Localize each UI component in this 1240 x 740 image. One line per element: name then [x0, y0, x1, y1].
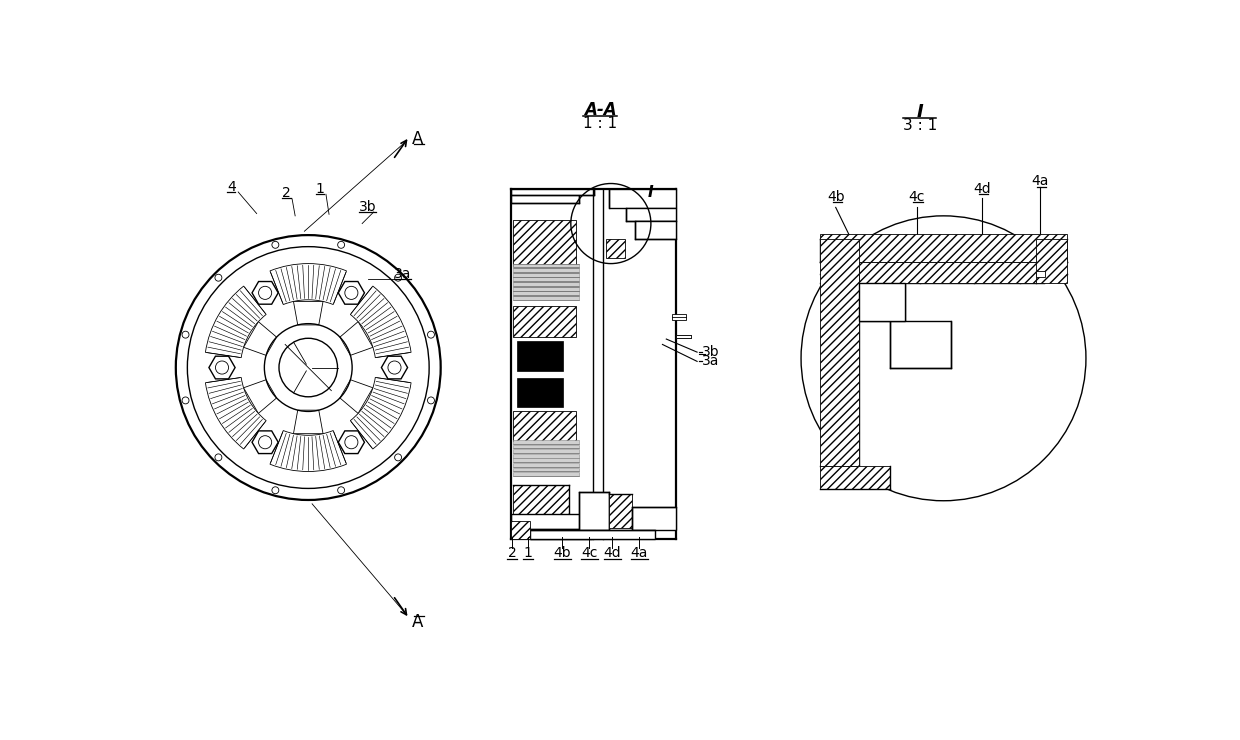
Bar — [513, 306, 577, 337]
Bar — [513, 286, 579, 291]
Text: I: I — [649, 185, 653, 201]
Text: 3b: 3b — [702, 345, 719, 359]
Text: 3a: 3a — [394, 266, 412, 280]
Text: 1: 1 — [315, 182, 324, 196]
Bar — [676, 335, 691, 338]
Text: 2: 2 — [508, 546, 517, 560]
Polygon shape — [252, 431, 278, 454]
Bar — [511, 514, 588, 529]
Bar — [632, 507, 676, 530]
Polygon shape — [339, 431, 365, 454]
Text: 4b: 4b — [827, 189, 844, 204]
Bar — [1035, 271, 1045, 277]
Bar — [513, 445, 579, 448]
Polygon shape — [294, 301, 324, 325]
Bar — [672, 314, 686, 320]
Text: 3a: 3a — [702, 354, 719, 369]
Bar — [513, 273, 579, 277]
Polygon shape — [340, 322, 373, 355]
Bar — [859, 262, 1044, 283]
Bar — [517, 340, 563, 371]
Text: 3 : 1: 3 : 1 — [903, 118, 937, 133]
Bar — [889, 321, 951, 368]
Text: A-A: A-A — [584, 101, 616, 119]
Bar — [609, 494, 632, 528]
Polygon shape — [208, 356, 236, 379]
Bar — [529, 530, 591, 539]
Bar — [511, 189, 579, 203]
Polygon shape — [294, 410, 324, 434]
Text: 3b: 3b — [358, 200, 377, 214]
Bar — [513, 263, 579, 267]
Bar — [635, 221, 676, 239]
Bar — [513, 454, 579, 457]
Text: 4c: 4c — [909, 189, 925, 204]
Text: 4b: 4b — [553, 546, 572, 560]
Bar — [513, 468, 579, 471]
Bar — [513, 485, 568, 514]
Bar — [513, 220, 577, 266]
Bar — [821, 239, 859, 466]
Bar — [1035, 239, 1066, 283]
Bar — [513, 282, 579, 286]
Text: 1 : 1: 1 : 1 — [583, 116, 618, 131]
Bar — [511, 189, 594, 195]
Bar — [513, 449, 579, 453]
Text: I: I — [918, 103, 924, 121]
Polygon shape — [340, 380, 373, 414]
Bar — [579, 491, 609, 530]
Bar — [513, 292, 579, 295]
Text: 4: 4 — [227, 180, 236, 194]
Bar — [513, 268, 579, 272]
Text: A: A — [412, 130, 423, 148]
Bar — [511, 521, 529, 539]
Text: 1: 1 — [523, 546, 532, 560]
Text: 4d: 4d — [973, 182, 991, 196]
Bar — [529, 530, 655, 539]
Bar — [513, 411, 577, 442]
Polygon shape — [252, 281, 278, 304]
Text: 4d: 4d — [604, 546, 621, 560]
Bar — [517, 377, 563, 407]
Polygon shape — [382, 356, 408, 379]
Bar — [513, 458, 579, 462]
Bar — [821, 235, 1066, 262]
Bar — [626, 208, 676, 221]
Polygon shape — [339, 281, 365, 304]
Text: 4c: 4c — [582, 546, 598, 560]
Bar — [821, 466, 889, 489]
Text: A: A — [412, 613, 423, 630]
Bar — [859, 283, 905, 321]
Bar — [606, 239, 625, 258]
Bar — [513, 278, 579, 281]
Bar — [513, 463, 579, 467]
Bar — [609, 189, 676, 208]
Text: 2: 2 — [283, 186, 291, 200]
Text: 4a: 4a — [1032, 174, 1049, 188]
Polygon shape — [243, 380, 277, 414]
Bar — [513, 472, 579, 476]
Bar — [513, 440, 579, 444]
Bar — [513, 296, 579, 300]
Polygon shape — [243, 322, 277, 355]
Text: 4a: 4a — [631, 546, 649, 560]
